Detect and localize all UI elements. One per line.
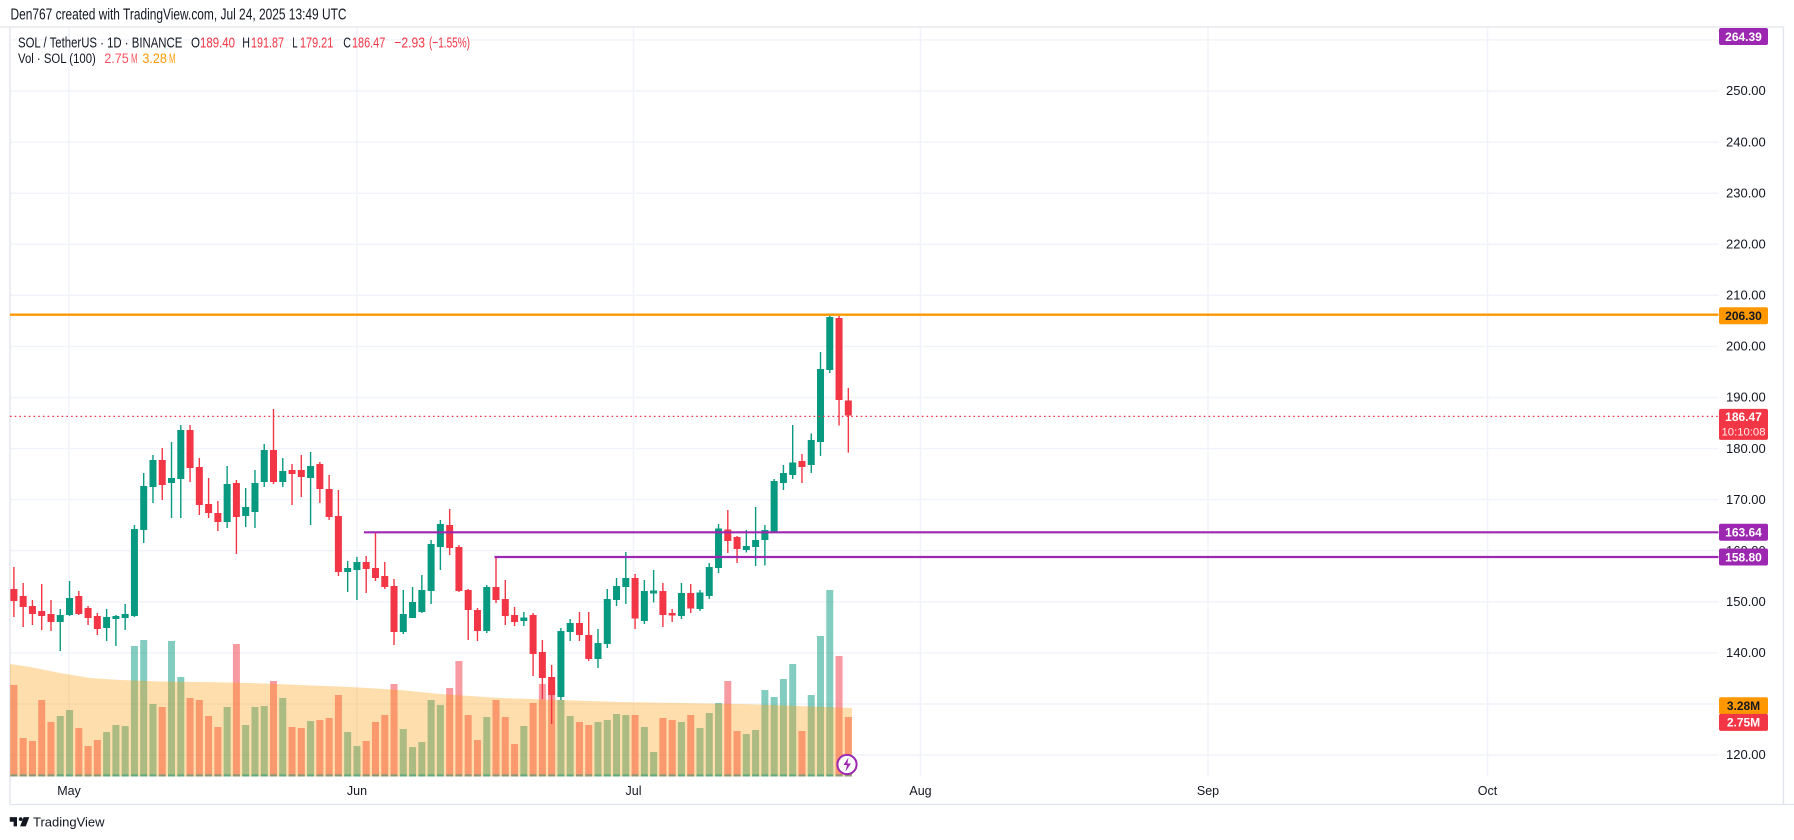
svg-text:158.80: 158.80 (1725, 550, 1762, 564)
svg-text:190.00: 190.00 (1726, 390, 1766, 405)
svg-text:150.00: 150.00 (1726, 594, 1766, 609)
svg-text:M: M (131, 51, 138, 66)
svg-text:179.21: 179.21 (300, 34, 333, 51)
svg-text:L: L (292, 34, 297, 51)
svg-text:3.28: 3.28 (142, 51, 167, 66)
svg-text:Jun: Jun (347, 784, 367, 798)
svg-text:O: O (191, 34, 200, 51)
svg-text:Aug: Aug (909, 784, 931, 798)
svg-text:189.40: 189.40 (200, 34, 235, 51)
svg-text:C: C (343, 34, 351, 51)
svg-text:Den767 created with TradingVie: Den767 created with TradingView.com, Jul… (11, 7, 347, 24)
svg-text:264.39: 264.39 (1725, 30, 1762, 44)
svg-text:240.00: 240.00 (1726, 134, 1766, 149)
svg-text:206.30: 206.30 (1725, 309, 1762, 323)
svg-text:200.00: 200.00 (1726, 339, 1766, 354)
svg-text:230.00: 230.00 (1726, 185, 1766, 200)
svg-text:May: May (57, 784, 81, 798)
svg-text:2.75M: 2.75M (1727, 716, 1760, 730)
svg-text:TradingView: TradingView (33, 814, 105, 829)
svg-text:186.47: 186.47 (1725, 410, 1762, 424)
svg-text:H: H (242, 34, 250, 51)
svg-text:120.00: 120.00 (1726, 747, 1766, 762)
svg-text:3.28M: 3.28M (1727, 699, 1760, 713)
svg-text:180.00: 180.00 (1726, 441, 1766, 456)
svg-text:210.00: 210.00 (1726, 288, 1766, 303)
svg-text:Jul: Jul (626, 784, 642, 798)
svg-text:191.87: 191.87 (251, 34, 284, 51)
svg-text:Vol · SOL (100): Vol · SOL (100) (18, 51, 96, 66)
svg-text:140.00: 140.00 (1726, 645, 1766, 660)
svg-text:M: M (169, 51, 176, 66)
svg-text:(−1.55%): (−1.55%) (429, 34, 470, 51)
svg-text:170.00: 170.00 (1726, 492, 1766, 507)
svg-text:SOL / TetherUS · 1D · BINANCE: SOL / TetherUS · 1D · BINANCE (18, 34, 182, 51)
svg-text:186.47: 186.47 (352, 34, 385, 51)
svg-text:220.00: 220.00 (1726, 236, 1766, 251)
svg-text:2.75: 2.75 (104, 51, 129, 66)
svg-text:Sep: Sep (1197, 784, 1219, 798)
svg-text:Oct: Oct (1478, 784, 1498, 798)
svg-text:163.64: 163.64 (1725, 526, 1762, 540)
svg-text:10:10:08: 10:10:08 (1722, 427, 1766, 439)
svg-text:−2.93: −2.93 (394, 34, 425, 51)
svg-text:250.00: 250.00 (1726, 83, 1766, 98)
